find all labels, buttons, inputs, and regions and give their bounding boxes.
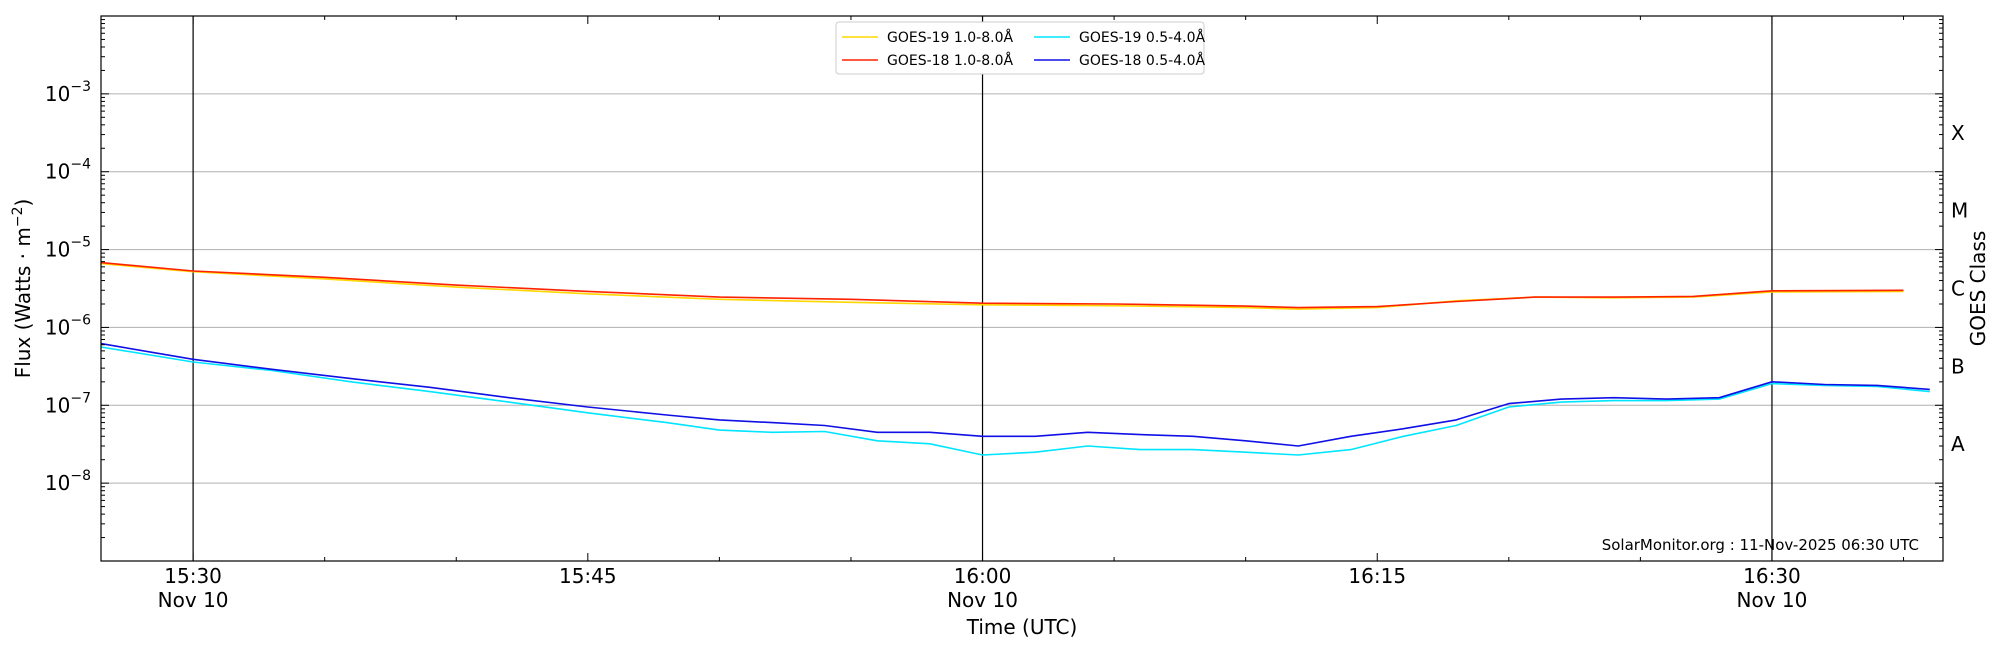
goes-class-label: C (1951, 277, 1965, 301)
legend-label-3: GOES-18 0.5-4.0Å (1079, 52, 1205, 69)
x-tick-label-time: 16:30 (1743, 564, 1801, 588)
y-tick-label-base: 10 (45, 238, 70, 262)
credit-text: SolarMonitor.org : 11-Nov-2025 06:30 UTC (1602, 536, 1919, 554)
legend-label-1: GOES-18 1.0-8.0Å (887, 52, 1013, 69)
series-line-2 (100, 346, 1930, 456)
grid-lines (101, 93, 1943, 484)
y-tick-label-base: 10 (45, 160, 70, 184)
legend-label-0: GOES-19 1.0-8.0Å (887, 29, 1013, 46)
legend-items: GOES-19 1.0-8.0Å GOES-19 0.5-4.0Å GOES-18 … (842, 29, 1205, 69)
y-tick-label-base: 10 (45, 393, 70, 417)
y-tick-label: 10−5 (45, 235, 91, 262)
y-tick-label-base: 10 (45, 82, 70, 106)
x-tick-label-date: Nov 10 (947, 588, 1018, 612)
y-axis-label-exponent: −2 (10, 207, 26, 228)
x-axis-label: Time (UTC) (966, 615, 1078, 639)
goes-class-label: B (1951, 354, 1965, 378)
series-lines (100, 261, 1930, 456)
series-line-1 (100, 261, 1904, 309)
y-axis-label: Flux (Watts · m−2) (10, 199, 35, 379)
x-tick-label-date: Nov 10 (1737, 588, 1808, 612)
y-tick-labels: 10−810−710−610−510−410−3 (45, 79, 91, 495)
y-tick-label-exponent: −3 (70, 79, 91, 95)
y-tick-label: 10−6 (45, 312, 91, 339)
y-tick-label-exponent: −8 (70, 468, 91, 484)
y-tick-label: 10−8 (45, 468, 91, 495)
plot-frame (100, 15, 1944, 562)
goes-class-axis-label: GOES Class (1966, 231, 1990, 347)
x-tick-label-time: 16:15 (1348, 564, 1406, 588)
y-tick-label-exponent: −7 (70, 390, 91, 406)
x-tick-label-time: 15:30 (164, 564, 222, 588)
major-time-lines (192, 16, 1773, 561)
y-tick-label: 10−3 (45, 79, 91, 106)
x-tick-label-date: Nov 10 (158, 588, 229, 612)
y-tick-label: 10−4 (45, 157, 91, 184)
y-tick-label-base: 10 (45, 315, 70, 339)
series-line-3 (100, 342, 1930, 447)
goes-class-label: A (1951, 432, 1965, 456)
y-tick-label: 10−7 (45, 390, 91, 417)
y-axis-label-close: ) (11, 199, 35, 207)
goes-class-label: X (1951, 121, 1965, 145)
y-tick-label-base: 10 (45, 471, 70, 495)
y-tick-label-exponent: −5 (70, 235, 91, 251)
legend-box (835, 21, 1205, 75)
goes-class-labels: A B C M X (1951, 121, 1968, 456)
x-tick-label-time: 15:45 (559, 564, 617, 588)
legend-label-2: GOES-19 0.5-4.0Å (1079, 29, 1205, 46)
goes-class-label: M (1951, 199, 1968, 223)
y-tick-label-exponent: −6 (70, 312, 91, 328)
y-tick-label-exponent: −4 (70, 157, 91, 173)
x-tick-label-time: 16:00 (954, 564, 1012, 588)
y-axis-label-base: Flux (Watts · m (11, 227, 35, 378)
legend: GOES-19 1.0-8.0Å GOES-19 0.5-4.0Å GOES-18 … (835, 21, 1205, 75)
